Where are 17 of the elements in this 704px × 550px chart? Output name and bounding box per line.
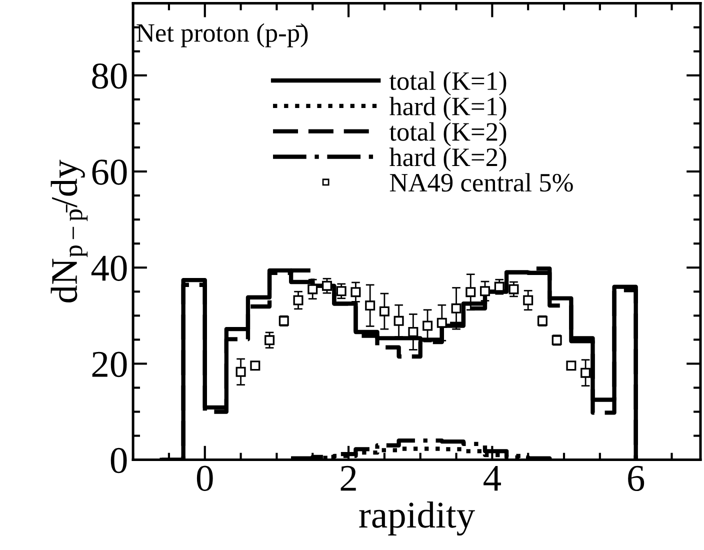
y-tick-label: 0 (110, 448, 127, 474)
x-tick-label: 2 (340, 466, 356, 491)
legend-label: hard (K=2) (389, 148, 506, 172)
y-tick-label: 60 (92, 160, 127, 185)
y-tick-label: 40 (91, 256, 127, 281)
x-tick-label: 6 (628, 466, 644, 492)
y-tick-label: 80 (92, 63, 127, 89)
legend-label: NA49 central 5% (390, 173, 573, 192)
annotation: Net proton (p-p̄) (136, 23, 308, 48)
legend-label: total (K=2) (389, 122, 506, 146)
x-tick-label: 0 (196, 466, 213, 492)
y-axis-title: dN$_{p−p̄}$/dy (50, 160, 88, 302)
y-tick-label: 20 (92, 352, 127, 378)
x-axis-title: rapidity (359, 501, 475, 536)
legend-label: total (K=1) (389, 71, 506, 96)
x-tick-label: 4 (484, 466, 501, 491)
legend-label: hard (K=1) (389, 96, 506, 121)
